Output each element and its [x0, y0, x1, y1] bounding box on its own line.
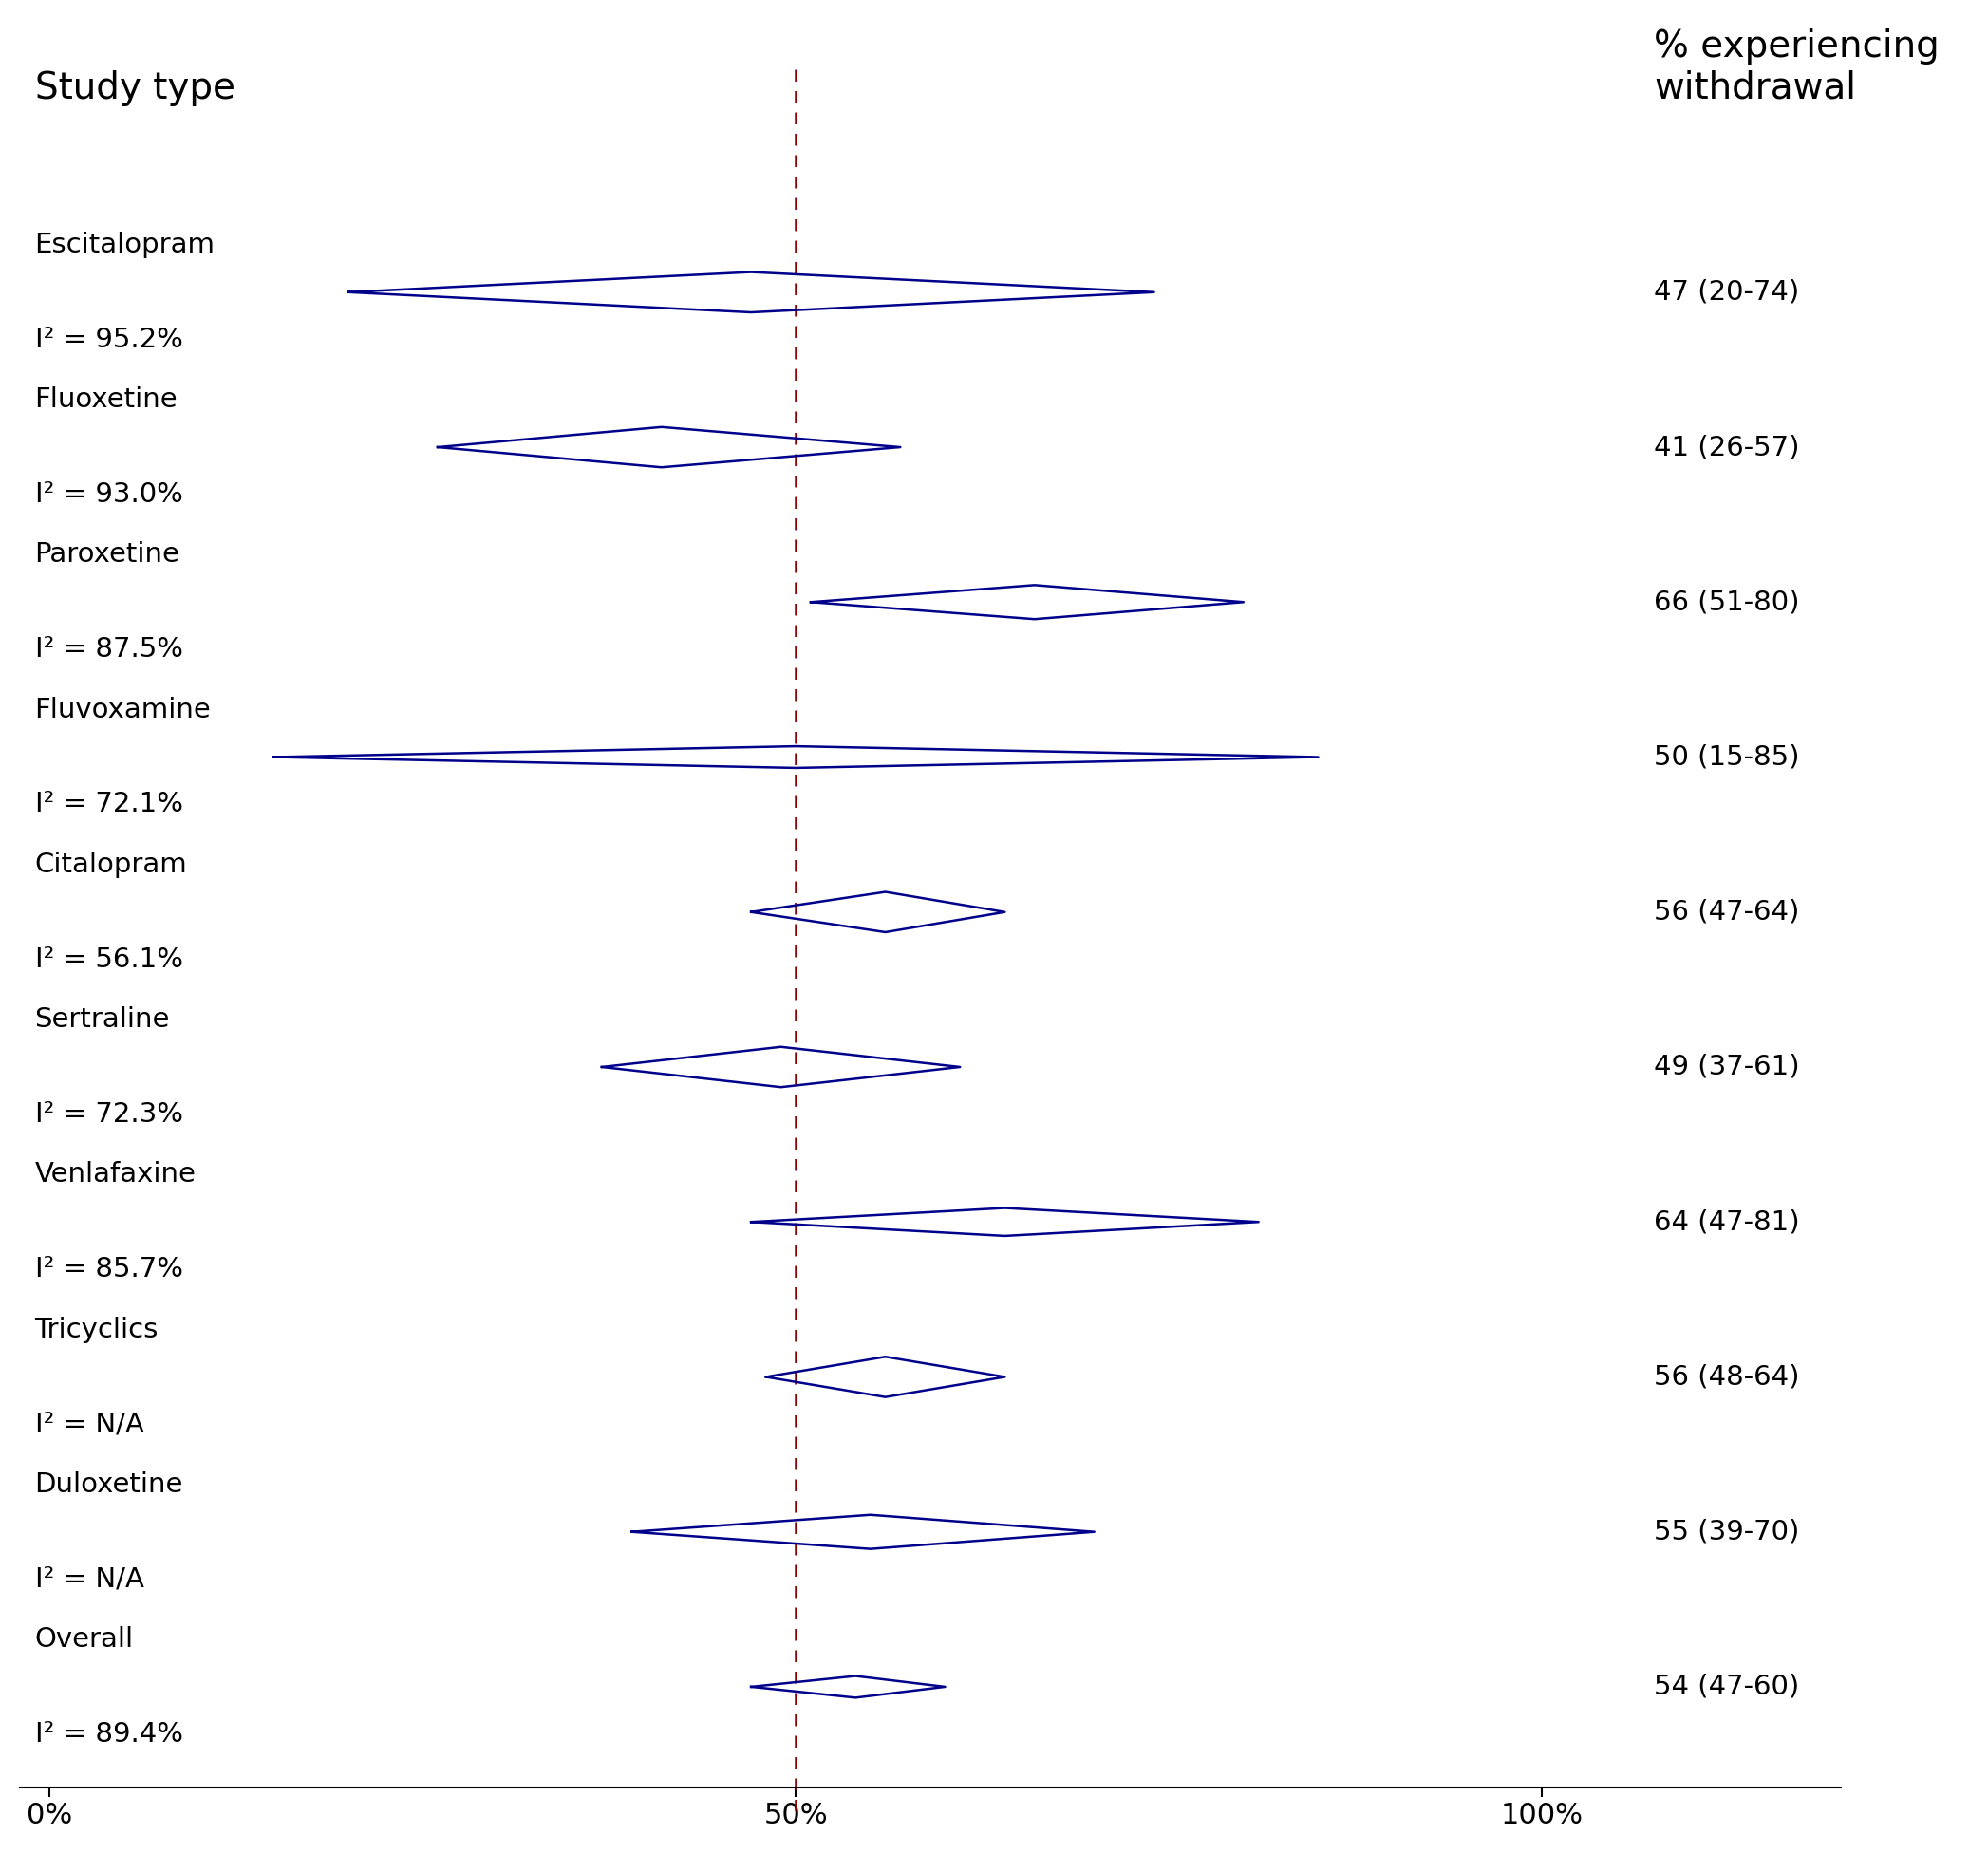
- Text: Overall: Overall: [34, 1627, 133, 1653]
- Text: 55 (39-70): 55 (39-70): [1654, 1519, 1799, 1545]
- Text: Sertraline: Sertraline: [34, 1006, 169, 1032]
- Text: Citalopram: Citalopram: [34, 851, 187, 878]
- Text: I² = 87.5%: I² = 87.5%: [34, 636, 183, 663]
- Text: I² = 72.3%: I² = 72.3%: [34, 1101, 183, 1128]
- Text: 50 (15-85): 50 (15-85): [1654, 743, 1799, 771]
- Text: Study type: Study type: [34, 70, 235, 106]
- Text: 64 (47-81): 64 (47-81): [1654, 1208, 1799, 1236]
- Text: 66 (51-80): 66 (51-80): [1654, 589, 1799, 615]
- Text: I² = 72.1%: I² = 72.1%: [34, 791, 183, 817]
- Text: Tricyclics: Tricyclics: [34, 1316, 159, 1343]
- Text: I² = 85.7%: I² = 85.7%: [34, 1256, 183, 1282]
- Text: I² = N/A: I² = N/A: [34, 1410, 143, 1438]
- Text: I² = 89.4%: I² = 89.4%: [34, 1721, 183, 1747]
- Text: 41 (26-57): 41 (26-57): [1654, 434, 1799, 460]
- Text: 54 (47-60): 54 (47-60): [1654, 1673, 1799, 1699]
- Text: I² = 95.2%: I² = 95.2%: [34, 326, 183, 352]
- Text: I² = 93.0%: I² = 93.0%: [34, 482, 183, 508]
- Text: Venlafaxine: Venlafaxine: [34, 1162, 197, 1188]
- Text: Duloxetine: Duloxetine: [34, 1471, 183, 1497]
- Text: 56 (48-64): 56 (48-64): [1654, 1364, 1799, 1390]
- Text: Escitalopram: Escitalopram: [34, 232, 215, 258]
- Text: Paroxetine: Paroxetine: [34, 541, 179, 569]
- Text: Fluvoxamine: Fluvoxamine: [34, 697, 211, 723]
- Text: % experiencing
withdrawal: % experiencing withdrawal: [1654, 28, 1940, 106]
- Text: Fluoxetine: Fluoxetine: [34, 387, 177, 413]
- Text: 56 (47-64): 56 (47-64): [1654, 899, 1799, 925]
- Text: I² = N/A: I² = N/A: [34, 1566, 143, 1592]
- Text: 49 (37-61): 49 (37-61): [1654, 1054, 1799, 1080]
- Text: 47 (20-74): 47 (20-74): [1654, 280, 1799, 306]
- Text: I² = 56.1%: I² = 56.1%: [34, 947, 183, 973]
